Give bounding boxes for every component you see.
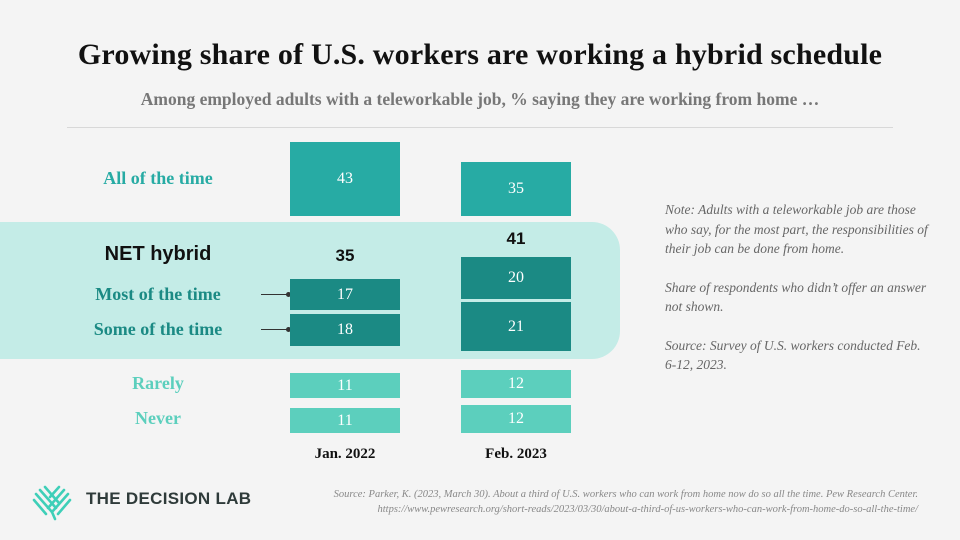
bar-most-of-the-time-feb-2023: 20: [461, 257, 571, 299]
row-label-net-hybrid: NET hybrid: [104, 243, 212, 265]
data-label: 20: [508, 269, 524, 286]
bar-most-of-the-time-jan-2022: 17: [290, 279, 400, 310]
source-url[interactable]: https://www.pewresearch.org/short-reads/…: [377, 504, 919, 515]
leader-line-most: [261, 292, 291, 297]
leader-line-some: [261, 327, 291, 332]
decision-lab-logo-icon: [32, 485, 72, 521]
data-label: 12: [508, 375, 524, 392]
bar-never-jan-2022: 11: [290, 408, 400, 433]
row-label-rarely: Rarely: [132, 373, 184, 393]
data-label: 21: [508, 317, 524, 335]
data-label: 35: [508, 180, 524, 197]
source-citation-text: Source: Parker, K. (2023, March 30). Abo…: [333, 489, 918, 500]
row-label-most: Most of the time: [95, 284, 221, 304]
row-label-never: Never: [135, 408, 181, 428]
bar-some-of-the-time-jan-2022: 18: [290, 314, 400, 346]
bar-rarely-feb-2023: 12: [461, 370, 571, 398]
note-missing: Share of respondents who didn’t offer an…: [665, 279, 927, 315]
x-axis-label-jan-2022: Jan. 2022: [314, 446, 376, 462]
data-label: 18: [337, 321, 353, 338]
data-label: 43: [337, 170, 353, 187]
chart-title: Growing share of U.S. workers are workin…: [77, 38, 883, 71]
bar-all-of-the-time-jan-2022: 43: [290, 142, 400, 216]
note-survey-source: Source: Survey of U.S. workers conducted…: [665, 337, 921, 373]
net-hybrid-value-feb-2023: 41: [506, 229, 526, 248]
bar-never-feb-2023: 12: [461, 405, 571, 433]
note-panel: Note: Adults with a teleworkable job are…: [665, 200, 935, 394]
chart-subtitle: Among employed adults with a teleworkabl…: [140, 89, 820, 109]
x-axis-label-feb-2023: Feb. 2023: [485, 446, 547, 462]
bar-some-of-the-time-feb-2023: 21: [461, 302, 571, 351]
data-label: 11: [337, 376, 353, 394]
divider: [67, 127, 893, 128]
row-label-all: All of the time: [103, 168, 213, 188]
data-label: 17: [337, 285, 353, 303]
data-label: 11: [337, 411, 353, 429]
net-hybrid-value-jan-2022: 35: [335, 246, 355, 265]
note-definition: Note: Adults with a teleworkable job are…: [665, 202, 928, 256]
logo-text: THE DECISION LAB: [86, 489, 252, 508]
bar-rarely-jan-2022: 11: [290, 373, 400, 398]
source-citation: Source: Parker, K. (2023, March 30). Abo…: [334, 487, 918, 517]
row-label-some: Some of the time: [93, 319, 223, 339]
bar-all-of-the-time-feb-2023: 35: [461, 162, 571, 216]
data-label: 12: [508, 410, 524, 427]
